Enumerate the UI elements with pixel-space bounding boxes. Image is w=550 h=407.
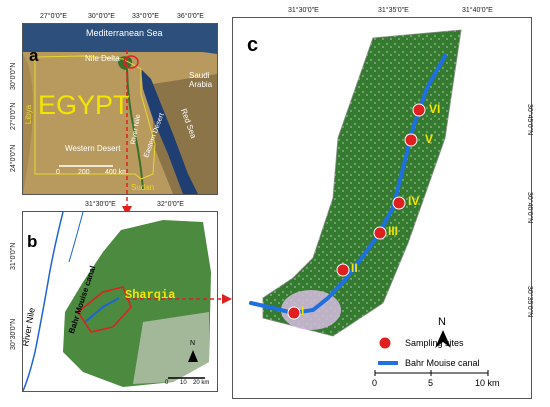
c-right-tick-3: 30°35'0"N (526, 286, 533, 318)
a-top-tick-3: 33°0'0"E (132, 13, 159, 20)
site-label-V: V (425, 132, 434, 146)
site-marker-VI (412, 103, 426, 117)
scale-400-a: 400 km (105, 169, 128, 176)
site-marker-IV (392, 196, 406, 210)
site-label-II: II (351, 261, 358, 275)
scale-0-b: 0 (165, 380, 169, 386)
panel-b-label: b (27, 232, 38, 251)
nile-delta-label: Nile Delta (85, 54, 120, 63)
site-marker-V (404, 133, 418, 147)
c-top-tick-2: 31°35'0"E (378, 7, 409, 14)
a-top-tick-1: 27°0'0"E (40, 13, 67, 20)
canal-map-graphic (249, 29, 489, 376)
b-left-tick-1: 31°0'0"N (10, 242, 17, 270)
panel-c-label: c (247, 34, 259, 56)
site-marker-I (287, 306, 301, 320)
scale-5-c: 5 (428, 378, 434, 388)
c-top-tick-1: 31°30'0"E (288, 7, 319, 14)
b-top-tick-1: 31°30'0"E (85, 201, 116, 208)
mediterranean-label: Mediterranean Sea (86, 28, 163, 38)
nile-delta-area (117, 56, 133, 70)
a-top-tick-4: 36°0'0"E (177, 13, 204, 20)
legend-sampling-label: Sampling sites (405, 338, 464, 348)
c-right-tick-2: 30°40'0"N (526, 192, 533, 224)
bahr-mouise-line-b (84, 297, 120, 323)
site-label-III: III (388, 224, 399, 238)
a-left-tick-3: 24°0'0"N (10, 144, 17, 172)
panel-c-canal-map: c I II III IV V VI N Sampling sites Bahr… (232, 17, 532, 399)
sharqia-map-graphic (23, 212, 211, 391)
site-marker-III (373, 226, 387, 240)
c-right-tick-1: 30°45'0"N (526, 104, 533, 136)
b-top-tick-2: 32°0'0"E (157, 201, 184, 208)
site-marker-II (336, 263, 350, 277)
river-nile-line-b (23, 212, 64, 391)
egypt-label: EGYPT (38, 90, 130, 120)
arabia-land (153, 74, 217, 194)
sea-shape (23, 24, 217, 54)
scale-0-c: 0 (372, 378, 378, 388)
scale-20-b: 20 km (193, 380, 210, 386)
north-label-b: N (190, 340, 196, 347)
western-desert-label: Western Desert (65, 144, 121, 153)
north-label-c: N (438, 316, 446, 328)
saudi-label: Saudi Arabia (189, 71, 213, 89)
a-left-tick-2: 27°0'0"N (10, 102, 17, 130)
c-top-tick-3: 31°40'0"E (462, 7, 493, 14)
site-label-VI: VI (429, 102, 441, 116)
scale-0-a: 0 (56, 169, 60, 176)
north-arrow-b (188, 350, 198, 362)
scale-10-c: 10 km (475, 378, 500, 388)
site-label-IV: IV (408, 194, 420, 208)
egypt-border (34, 55, 156, 180)
sampling-sites (287, 103, 426, 320)
study-area-outline (77, 286, 132, 333)
red-sea-area (141, 69, 198, 194)
a-top-tick-2: 30°0'0"E (88, 13, 115, 20)
b-left-tick-2: 30°30'0"N (10, 318, 17, 350)
north-arrow-c (435, 330, 451, 348)
panel-b-sharqia-map: b River Nile Bahr Mouise canal Sharqia N… (22, 211, 218, 392)
panel-a-label: a (29, 46, 39, 65)
sudan-label: Sudan (131, 183, 155, 192)
study-area-circle (123, 55, 139, 69)
scale-10-b: 10 (180, 380, 187, 386)
arrow-a-to-b (122, 50, 132, 216)
a-left-tick-1: 30°0'0"N (10, 62, 17, 90)
legend-canal-label: Bahr Mouise canal (405, 358, 480, 368)
egypt-map-graphic (23, 24, 217, 194)
panel-a-egypt-map: a Mediterranean Sea Nile Delta Saudi Ara… (22, 23, 218, 195)
libya-label: Libya (24, 104, 34, 125)
arrow-b-to-c (126, 294, 232, 304)
scale-200-a: 200 (78, 169, 90, 176)
site-label-I: I (301, 304, 305, 318)
nile-river-line (126, 68, 144, 190)
legend-site-marker (378, 336, 392, 350)
